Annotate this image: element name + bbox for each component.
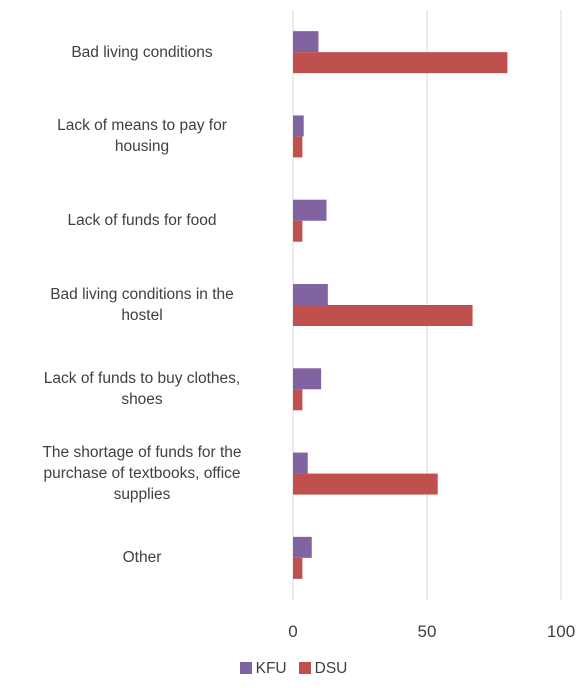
legend-swatch bbox=[239, 662, 252, 674]
legend: KFU DSU bbox=[0, 660, 587, 678]
bar-dsu-4 bbox=[293, 389, 303, 411]
bar-kfu-1 bbox=[293, 115, 304, 137]
category-label: The shortage of funds for the purchase of… bbox=[6, 442, 278, 505]
bar-kfu-2 bbox=[293, 199, 327, 221]
category-label-line: purchase of textbooks, office bbox=[43, 465, 241, 483]
category-label: Lack of means to pay for housing bbox=[6, 115, 278, 157]
bar-kfu-5 bbox=[293, 452, 308, 474]
category-label-line: Lack of means to pay for bbox=[57, 117, 227, 135]
bar-dsu-2 bbox=[293, 220, 303, 242]
category-label: Bad living conditions in the hostel bbox=[6, 284, 278, 326]
legend-label: KFU bbox=[255, 660, 287, 677]
category-label-line: Other bbox=[122, 549, 162, 567]
category-label-line: Bad living conditions in the bbox=[50, 286, 234, 303]
category-label-line: supplies bbox=[113, 486, 171, 504]
category-label-line: housing bbox=[114, 138, 170, 156]
bar-dsu-5 bbox=[293, 473, 438, 495]
legend-item-dsu: DSU bbox=[298, 660, 348, 678]
category-label: Bad living conditions bbox=[6, 42, 278, 63]
bar-dsu-3 bbox=[293, 305, 473, 326]
bar-kfu-0 bbox=[293, 31, 319, 53]
bar-kfu-4 bbox=[293, 368, 322, 390]
category-label-line: Lack of funds for food bbox=[67, 212, 217, 230]
category-label: Lack of funds for food bbox=[6, 210, 278, 231]
legend-item-kfu: KFU bbox=[239, 660, 287, 678]
legend-label: DSU bbox=[314, 660, 348, 677]
bar-dsu-1 bbox=[293, 136, 303, 158]
category-label-line: Lack of funds to buy clothes, bbox=[43, 370, 241, 388]
category-label-line: shoes bbox=[121, 391, 163, 409]
x-tick-label: 50 bbox=[418, 622, 437, 641]
category-label-line: hostel bbox=[121, 307, 163, 324]
bar-dsu-6 bbox=[293, 557, 303, 579]
category-label-line: Bad living conditions bbox=[71, 43, 213, 61]
category-label: Other bbox=[6, 547, 278, 568]
bar-kfu-3 bbox=[293, 284, 328, 305]
legend-swatch bbox=[298, 662, 311, 674]
x-tick-label: 0 bbox=[288, 622, 297, 641]
x-tick-label: 100 bbox=[547, 622, 575, 641]
bar-dsu-0 bbox=[293, 52, 508, 74]
category-label-line: The shortage of funds for the bbox=[42, 444, 242, 462]
category-label: Lack of funds to buy clothes, shoes bbox=[6, 368, 278, 410]
bar-kfu-6 bbox=[293, 536, 312, 558]
